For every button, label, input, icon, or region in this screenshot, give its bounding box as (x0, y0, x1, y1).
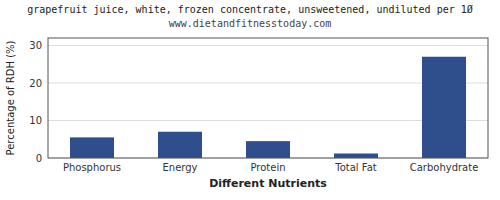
x-axis-label: Different Nutrients (209, 177, 327, 190)
title: grapefruit juice, white, frozen concentr… (27, 4, 473, 15)
bars (70, 57, 466, 158)
chart: grapefruit juice, white, frozen concentr… (0, 0, 500, 200)
x-axis: Phosphorus Energy Protein Total Fat Carbohyd… (63, 162, 478, 173)
bar (246, 141, 290, 158)
y-tick-label: 20 (29, 78, 42, 89)
y-tick-label: 10 (29, 115, 42, 126)
y-axis-label: Percentage of RDH (%) (5, 40, 16, 155)
y-axis: 0 10 20 30 (29, 40, 42, 164)
plot-frame (48, 38, 488, 158)
y-tick-label: 0 (36, 153, 42, 164)
x-tick-label: Energy (162, 162, 197, 173)
bar (70, 137, 114, 158)
x-tick-label: Phosphorus (63, 162, 121, 173)
grid-line (48, 45, 488, 46)
bar (158, 132, 202, 158)
y-tick-label: 30 (29, 40, 42, 51)
x-tick-label: Carbohydrate (410, 162, 479, 173)
bar (334, 154, 378, 159)
subtitle: www.dietandfitnesstoday.com (169, 18, 332, 29)
grid (48, 46, 488, 159)
x-tick-label: Total Fat (334, 162, 376, 173)
x-tick-label: Protein (250, 162, 285, 173)
bar (422, 57, 466, 158)
